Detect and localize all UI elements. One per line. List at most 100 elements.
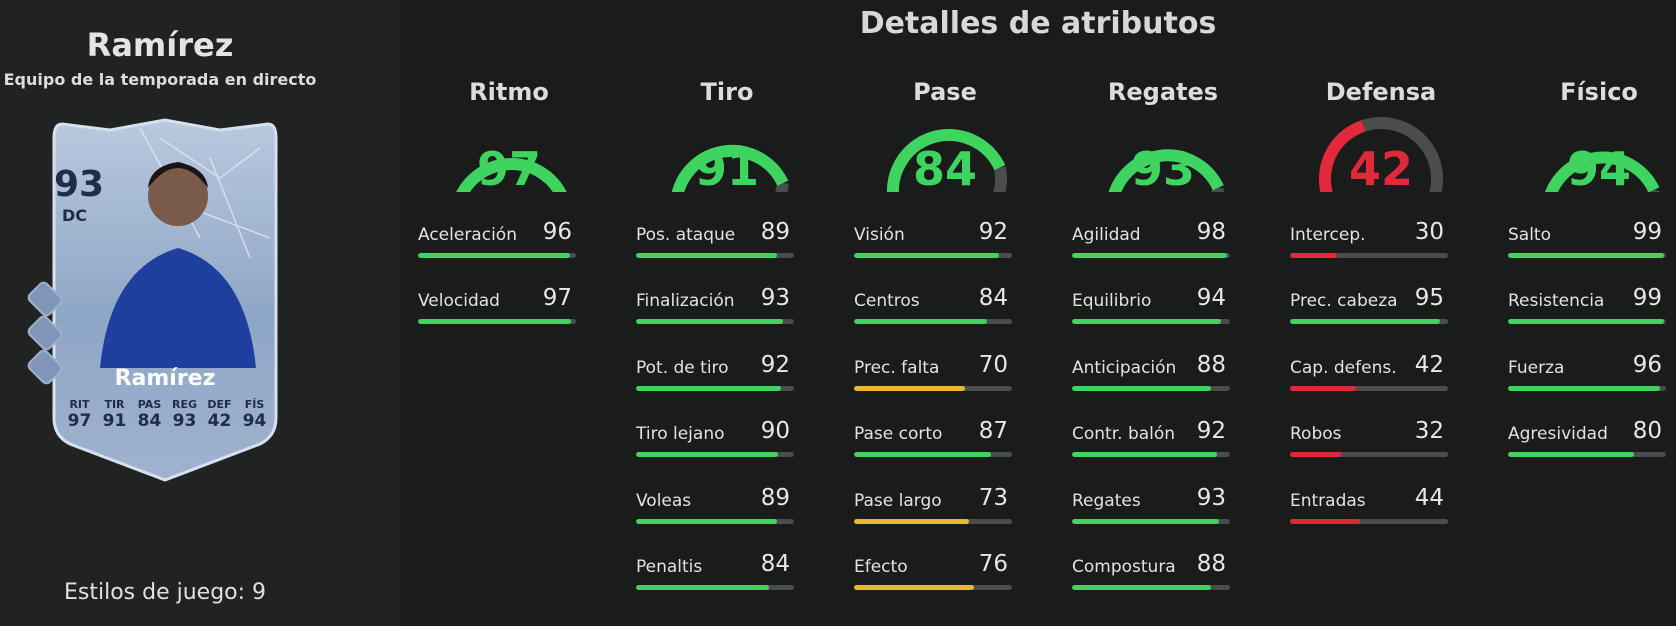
stat-bar	[854, 585, 1012, 590]
stat-row[interactable]: Salto 99	[1508, 219, 1666, 269]
stat-row[interactable]: Efecto 76	[854, 551, 1012, 601]
category-gauge	[1545, 151, 1660, 192]
stat-bar-fill	[1072, 319, 1221, 324]
stat-bar	[1072, 253, 1230, 258]
attributes-title: Detalles de atributos	[859, 6, 1217, 41]
stat-value: 93	[760, 285, 790, 311]
stat-row[interactable]: Voleas 89	[636, 485, 794, 535]
card-stat-label: PAS	[137, 398, 162, 411]
stat-row[interactable]: Agresividad 80	[1508, 418, 1666, 468]
category-rating: 91	[694, 142, 759, 196]
card-stat-value: 42	[207, 411, 232, 431]
stat-row[interactable]: Fuerza 96	[1508, 352, 1666, 402]
stat-value: 93	[1196, 485, 1226, 511]
stat-row[interactable]: Agilidad 98	[1072, 219, 1230, 269]
stat-row[interactable]: Contr. balón 92	[1072, 418, 1230, 468]
stat-bar	[636, 253, 794, 258]
stat-row[interactable]: Regates 93	[1072, 485, 1230, 535]
stat-row[interactable]: Resistencia 99	[1508, 285, 1666, 335]
stat-bar	[854, 319, 1012, 324]
stat-value: 99	[1632, 219, 1662, 245]
stat-bar-fill	[854, 386, 965, 391]
stat-row[interactable]: Robos 32	[1290, 418, 1448, 468]
stat-bar	[1290, 319, 1448, 324]
stat-value: 80	[1632, 418, 1662, 444]
stat-row[interactable]: Prec. falta 70	[854, 352, 1012, 402]
stat-row[interactable]: Prec. cabeza 95	[1290, 285, 1448, 335]
stat-label: Cap. defens.	[1290, 358, 1397, 378]
category-gauge	[456, 158, 567, 192]
stat-row[interactable]: Finalización 93	[636, 285, 794, 335]
stat-bar-fill	[854, 253, 1000, 258]
gauge-track	[775, 182, 789, 192]
stat-bar	[1290, 386, 1448, 391]
card-background	[52, 118, 278, 482]
stat-label: Aceleración	[418, 225, 517, 245]
stat-bar-fill	[1072, 253, 1227, 258]
stat-row[interactable]: Cap. defens. 42	[1290, 352, 1448, 402]
category-title: Tiro	[700, 78, 754, 106]
stat-row[interactable]: Centros 84	[854, 285, 1012, 335]
stat-label: Finalización	[636, 291, 735, 311]
gauge-track	[1647, 188, 1660, 192]
stat-bar-fill	[418, 319, 572, 324]
card-stat-value: 93	[172, 411, 197, 431]
stat-label: Tiro lejano	[636, 424, 725, 444]
card-rating: 93	[54, 164, 105, 205]
stat-bar	[1508, 386, 1666, 391]
category-title: Defensa	[1325, 78, 1437, 106]
stat-row[interactable]: Entradas 44	[1290, 485, 1448, 535]
stat-row[interactable]: Visión 92	[854, 219, 1012, 269]
category-gauge	[1318, 117, 1444, 192]
player-subtitle: Equipo de la temporada en directo	[3, 70, 317, 89]
card-position: DC	[62, 206, 88, 225]
stat-label: Prec. falta	[854, 358, 940, 378]
stat-label: Salto	[1508, 225, 1551, 245]
category-tiro: Tiro 91 Pos. ataque 89 Finalización 93 Pot. de…	[618, 74, 836, 626]
gauge-fill	[886, 129, 1006, 192]
stat-value: 92	[978, 219, 1008, 245]
gauge-fill	[1318, 120, 1366, 192]
stat-row[interactable]: Pos. ataque 89	[636, 219, 794, 269]
stat-row[interactable]: Pase corto 87	[854, 418, 1012, 468]
stat-bar	[1508, 253, 1666, 258]
stat-row[interactable]: Aceleración 96	[418, 219, 576, 269]
category-físico: Físico 94 Salto 99 Resistencia 99 Fuerza 96 Agre…	[1490, 74, 1676, 626]
stat-bar	[1290, 253, 1448, 258]
stat-bar	[636, 585, 794, 590]
stat-row[interactable]: Anticipación 88	[1072, 352, 1230, 402]
stat-row[interactable]: Pot. de tiro 92	[636, 352, 794, 402]
category-title: Físico	[1560, 78, 1638, 106]
stat-bar	[418, 319, 576, 324]
stat-value: 89	[760, 485, 790, 511]
player-card[interactable]: 93 DC Ramírez RIT 97 TIR 91 PAS 84 REG 93 DE…	[40, 118, 290, 483]
stat-value: 92	[760, 352, 790, 378]
stat-label: Agresividad	[1508, 424, 1608, 444]
stat-label: Equilibrio	[1072, 291, 1152, 311]
stat-bar-fill	[1072, 585, 1212, 590]
gauge-fill	[1108, 149, 1224, 192]
stat-bar-fill	[636, 319, 783, 324]
stat-bar	[854, 452, 1012, 457]
stat-bar	[418, 253, 576, 258]
stat-row[interactable]: Velocidad 97	[418, 285, 576, 335]
stat-label: Pot. de tiro	[636, 358, 729, 378]
stat-row[interactable]: Intercep. 30	[1290, 219, 1448, 269]
stat-bar-fill	[1072, 386, 1212, 391]
stat-row[interactable]: Tiro lejano 90	[636, 418, 794, 468]
category-defensa: Defensa 42 Intercep. 30 Prec. cabeza 95 Cap. d…	[1272, 74, 1490, 626]
stat-bar-fill	[1290, 519, 1360, 524]
stat-row[interactable]: Equilibrio 94	[1072, 285, 1230, 335]
player-head	[148, 166, 208, 226]
category-ritmo: Ritmo 97 Aceleración 96 Velocidad 97	[400, 74, 618, 626]
stat-row[interactable]: Pase largo 73	[854, 485, 1012, 535]
stat-row[interactable]: Penaltis 84	[636, 551, 794, 601]
stat-label: Penaltis	[636, 557, 703, 577]
gauge-fill	[456, 158, 567, 192]
stat-row[interactable]: Compostura 88	[1072, 551, 1230, 601]
stat-bar	[854, 519, 1012, 524]
stat-value: 87	[978, 418, 1008, 444]
stat-bar-fill	[636, 585, 769, 590]
stat-bar	[1072, 386, 1230, 391]
stat-bar	[1508, 319, 1666, 324]
